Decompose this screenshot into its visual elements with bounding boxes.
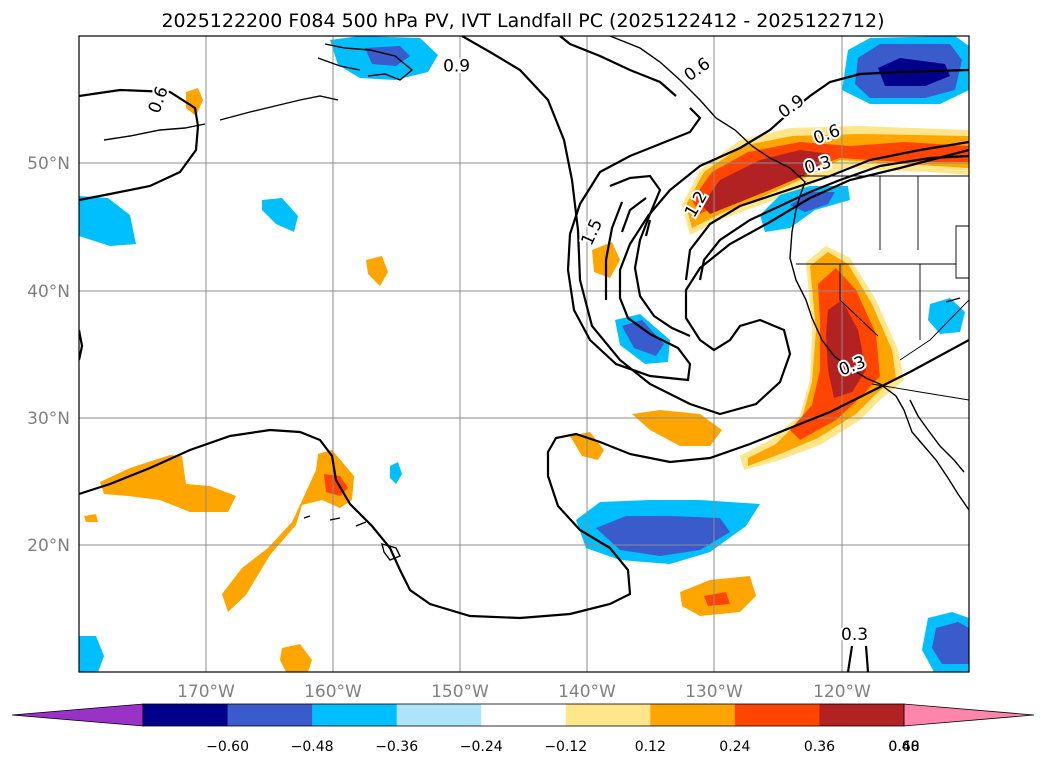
colorbar-ticks: −0.60 −0.48 −0.36 −0.24 −0.12 0.12 0.24 0.36 0.4… [206, 739, 919, 755]
colorbar-cells [11, 703, 1035, 727]
border-us-mexico [871, 383, 969, 401]
shade-negative-c2 [622, 320, 664, 356]
border-states [796, 176, 969, 361]
map-panel: 0.9 0.60.6 0.90.60.31.21.50.30.3 [78, 35, 970, 673]
contour-0.3-se [846, 645, 870, 672]
colorbar-tick-label: −0.60 [206, 739, 249, 755]
colorbar-tick-label: 0.60 [888, 739, 919, 755]
colorbar: −0.60 −0.48 −0.36 −0.24 −0.12 0.12 0.24 0.36 0.4… [11, 703, 1035, 755]
colorbar-cell [227, 704, 313, 726]
shade-positive-ca-core [826, 300, 866, 398]
colorbar-tick-label: −0.48 [291, 739, 334, 755]
contour-0.6-outer [461, 36, 969, 416]
colorbar-extend-low [11, 703, 144, 727]
contour-0.9 [559, 36, 969, 382]
x-tick-label: 140°W [558, 682, 616, 702]
gridlines [79, 36, 969, 672]
shade-negative-hawaii [390, 462, 402, 484]
y-tick-label: 30°N [27, 409, 70, 429]
shade-negative-ca-edge [928, 298, 965, 334]
y-tick-label: 50°N [27, 154, 70, 174]
colorbar-tick-label: 0.48 [888, 739, 919, 755]
shade-positive-band-core [704, 592, 730, 606]
colorbar-cell [819, 704, 905, 726]
contour-1.2 [604, 140, 969, 338]
x-tick-label: 150°W [431, 682, 489, 702]
contour-0.3-south [79, 339, 969, 620]
contour-label: 0.9 [443, 56, 470, 76]
coastline-west-us [789, 209, 969, 511]
colorbar-cell [650, 704, 736, 726]
shade-positive-hawaii [222, 450, 354, 612]
shade-positive-c3 [632, 410, 722, 446]
shade-negative-sw [79, 636, 104, 672]
colorbar-tick-label: 0.12 [635, 739, 666, 755]
x-axis: 170°W 160°W 150°W 140°W 130°W 120°W [177, 682, 871, 702]
colorbar-cell [565, 704, 651, 726]
contour-0.6-north [79, 88, 200, 202]
shade-positive-pnw-core [702, 150, 830, 214]
contour-1.5 [620, 154, 969, 281]
colorbar-tick-label: −0.24 [460, 739, 503, 755]
pv-contours [79, 36, 969, 672]
colorbar-tick-label: −0.12 [544, 739, 587, 755]
islands-hawaii [303, 515, 401, 561]
shade-negative-pnw-core [790, 192, 835, 212]
shade-positive-mid-small [366, 256, 388, 286]
x-tick-label: 120°W [813, 682, 871, 702]
shade-positive-south [280, 644, 312, 672]
y-tick-label: 40°N [27, 282, 70, 302]
colorbar-tick-label: 0.36 [804, 739, 835, 755]
y-axis: 20°N 30°N 40°N 50°N [27, 154, 70, 556]
map-frame [78, 35, 970, 673]
x-tick-label: 130°W [685, 682, 743, 702]
colorbar-frame [142, 703, 905, 727]
x-tick-label: 170°W [177, 682, 235, 702]
contour-label: 0.3 [841, 625, 868, 645]
shade-negative-west [79, 196, 136, 246]
colorbar-cell [143, 704, 229, 726]
shade-positive-west-band [100, 455, 236, 512]
coastline-canada [609, 36, 806, 211]
y-tick-label: 20°N [27, 536, 70, 556]
shade-positive-nw-small [186, 88, 203, 116]
colorbar-cell [734, 704, 820, 726]
shade-negative-se [932, 622, 969, 664]
shade-positive-west-small [84, 514, 98, 522]
shade-negative-hi1 [262, 198, 298, 232]
colorbar-cell [481, 704, 567, 726]
colorbar-cell [396, 704, 482, 726]
chart-title: 2025122200 F084 500 hPa PV, IVT Landfall… [161, 10, 884, 32]
shade-negative-band [596, 516, 730, 556]
coastline-alaska [103, 43, 414, 141]
colorbar-extend-high [903, 703, 1035, 727]
colorbar-cell [312, 704, 398, 726]
colorbar-tick-label: −0.36 [375, 739, 418, 755]
x-tick-label: 160°W [304, 682, 362, 702]
colorbar-tick-label: 0.24 [719, 739, 750, 755]
coastline-baja-gulf [909, 297, 965, 473]
shading-layer [79, 36, 969, 672]
contour-west-edge [79, 329, 84, 361]
